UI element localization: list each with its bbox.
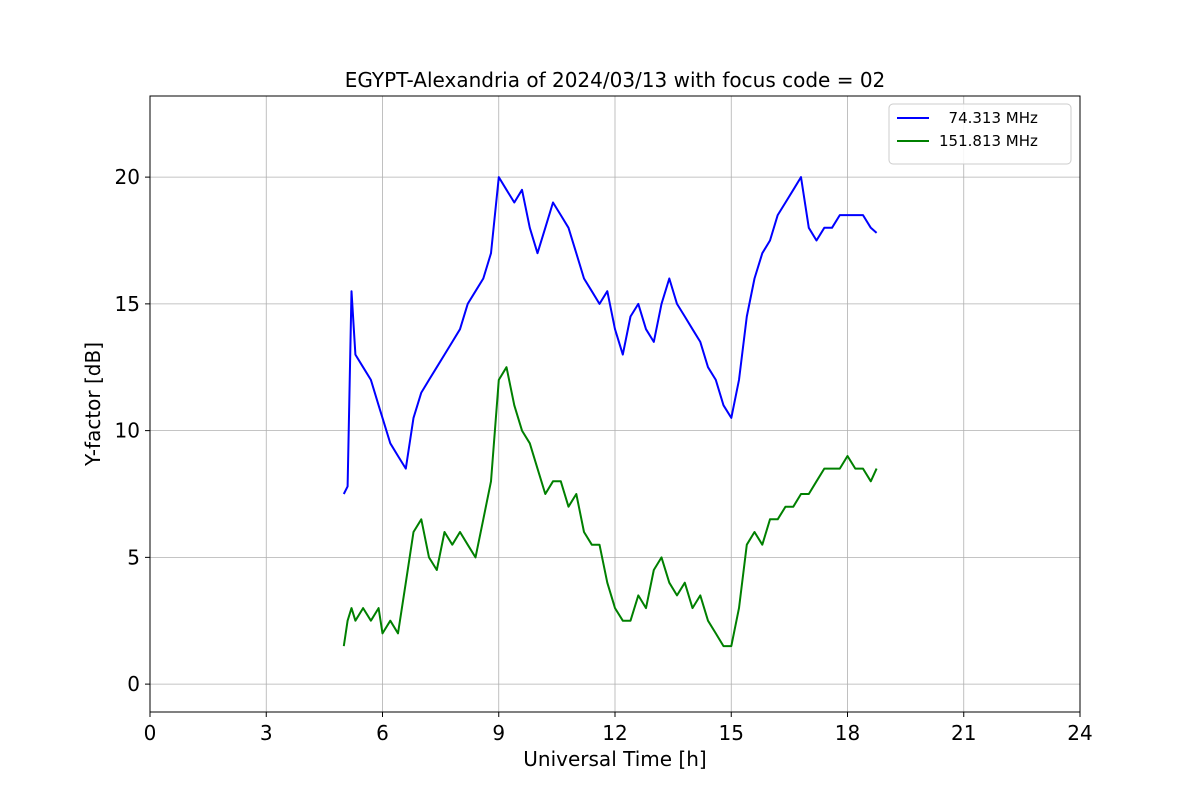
x-tick-label-6: 18 xyxy=(835,721,860,745)
y-tick-label-2: 10 xyxy=(115,419,140,443)
legend-label-1: 151.813 MHz xyxy=(939,132,1038,150)
x-tick-label-5: 15 xyxy=(719,721,744,745)
y-tick-label-3: 15 xyxy=(115,292,140,316)
ticks: 0 3 6 9 12 15 18 21 24 0 5 10 15 20 xyxy=(115,165,1093,745)
x-tick-label-4: 12 xyxy=(602,721,627,745)
x-tick-label-8: 24 xyxy=(1067,721,1092,745)
y-axis-label: Y-factor [dB] xyxy=(81,342,105,467)
x-tick-label-1: 3 xyxy=(260,721,273,745)
series-line-1 xyxy=(342,366,878,648)
x-tick-label-2: 6 xyxy=(376,721,389,745)
y-tick-label-4: 20 xyxy=(115,165,140,189)
y-tick-label-1: 5 xyxy=(127,545,140,569)
x-tick-label-3: 9 xyxy=(492,721,505,745)
x-tick-label-7: 21 xyxy=(951,721,976,745)
chart-title: EGYPT-Alexandria of 2024/03/13 with focu… xyxy=(345,68,886,92)
legend-label-0: 74.313 MHz xyxy=(939,109,1038,127)
x-tick-label-0: 0 xyxy=(144,721,157,745)
legend: 74.313 MHz 151.813 MHz xyxy=(888,103,1072,165)
y-tick-label-0: 0 xyxy=(127,672,140,696)
legend-box xyxy=(888,103,1072,165)
series-lines xyxy=(342,176,878,648)
x-axis-label: Universal Time [h] xyxy=(523,747,706,771)
series-line-0 xyxy=(342,176,878,495)
